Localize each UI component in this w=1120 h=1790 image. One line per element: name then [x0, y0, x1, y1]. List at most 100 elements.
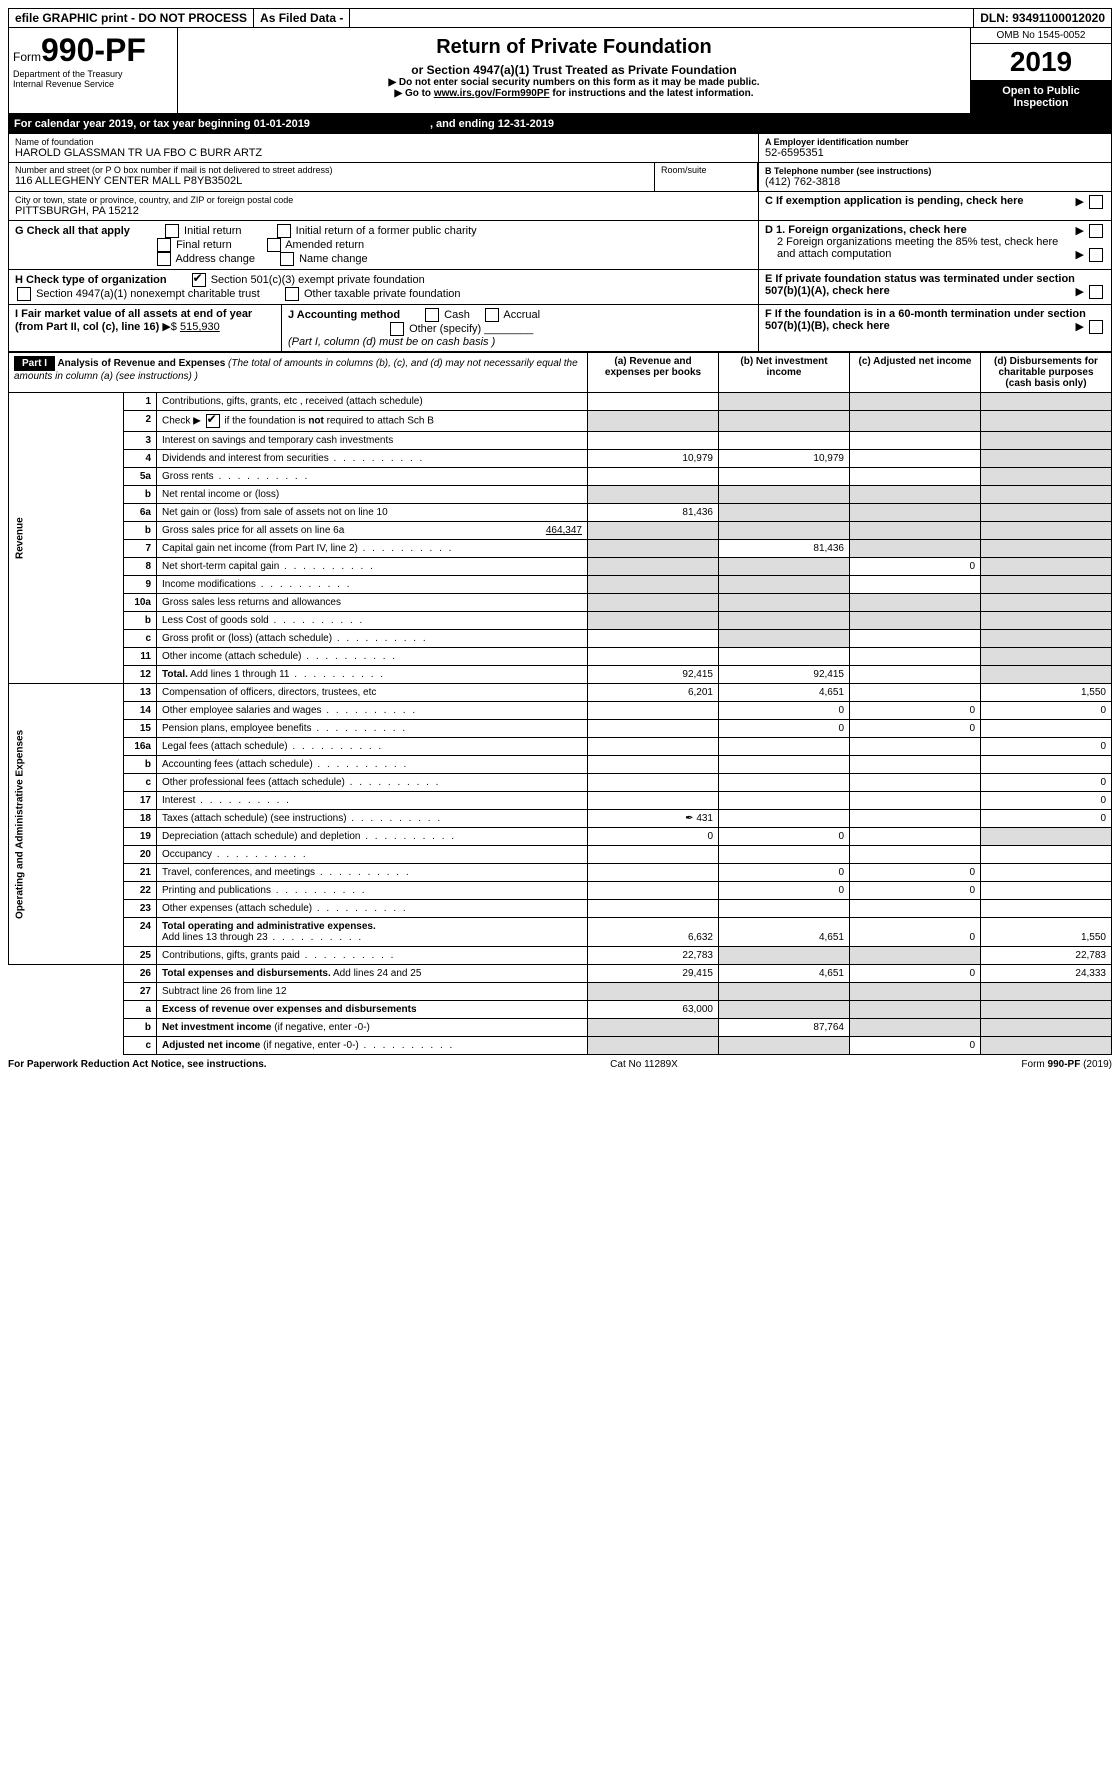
c-block: C If exemption application is pending, c… [759, 192, 1111, 220]
r10b-c [850, 612, 981, 630]
r27-desc: Subtract line 26 from line 12 [157, 983, 588, 1001]
r27b-d [981, 1019, 1112, 1037]
g-final-cb[interactable] [157, 238, 171, 252]
r17-a [588, 792, 719, 810]
r8-num: 8 [124, 558, 157, 576]
r27c-a [588, 1037, 719, 1055]
r5b-b [719, 486, 850, 504]
r15-c: 0 [850, 720, 981, 738]
r14-b: 0 [719, 702, 850, 720]
r25-c [850, 947, 981, 965]
r4-desc: Dividends and interest from securities [157, 450, 588, 468]
g-initial-cb[interactable] [165, 224, 179, 238]
r7-desc: Capital gain net income (from Part IV, l… [157, 540, 588, 558]
row-10b: b Less Cost of goods sold [9, 612, 1112, 630]
e-block: E If private foundation status was termi… [759, 270, 1111, 304]
r1-b [719, 393, 850, 411]
h-opt1-cb[interactable] [192, 273, 206, 287]
r6a-d [981, 504, 1112, 522]
d1-cb[interactable] [1089, 224, 1103, 238]
j-cash-cb[interactable] [425, 308, 439, 322]
tel-value: (412) 762-3818 [765, 176, 1105, 188]
h-opt3-cb[interactable] [285, 287, 299, 301]
r2-cb[interactable] [206, 414, 220, 428]
form-title: Return of Private Foundation [186, 36, 962, 59]
r27a-b [719, 1001, 850, 1019]
attach-icon[interactable]: ✒ [685, 813, 693, 824]
form-number: 990-PF [41, 32, 146, 68]
j-other-cb[interactable] [390, 322, 404, 336]
r16b-desc: Accounting fees (attach schedule) [157, 756, 588, 774]
r21-desc: Travel, conferences, and meetings [157, 864, 588, 882]
r10c-desc: Gross profit or (loss) (attach schedule) [157, 630, 588, 648]
r25-d: 22,783 [981, 947, 1112, 965]
r4-d [981, 450, 1112, 468]
e-cb[interactable] [1089, 285, 1103, 299]
row-20: 20 Occupancy [9, 846, 1112, 864]
r22-desc: Printing and publications [157, 882, 588, 900]
r10c-d [981, 630, 1112, 648]
r20-b [719, 846, 850, 864]
dept1: Department of the Treasury [13, 69, 173, 79]
r16c-c [850, 774, 981, 792]
r6b-desc: Gross sales price for all assets on line… [157, 522, 588, 540]
r2-d [981, 411, 1112, 432]
r25-desc: Contributions, gifts, grants paid [157, 947, 588, 965]
r7-num: 7 [124, 540, 157, 558]
r16a-num: 16a [124, 738, 157, 756]
r1-d [981, 393, 1112, 411]
r26-a: 29,415 [588, 965, 719, 983]
r17-desc: Interest [157, 792, 588, 810]
r18-a-val: 431 [696, 813, 713, 824]
irs-link[interactable]: www.irs.gov/Form990PF [434, 88, 550, 99]
g-amended-cb[interactable] [267, 238, 281, 252]
addr-label: Number and street (or P O box number if … [15, 165, 648, 175]
f-label: F If the foundation is in a 60-month ter… [765, 308, 1086, 332]
footer-left: For Paperwork Reduction Act Notice, see … [8, 1059, 267, 1070]
r22-a [588, 882, 719, 900]
r10a-d [981, 594, 1112, 612]
g-initial-former-cb[interactable] [277, 224, 291, 238]
r21-b: 0 [719, 864, 850, 882]
c-checkbox[interactable] [1089, 195, 1103, 209]
r21-d [981, 864, 1112, 882]
r26-b: 4,651 [719, 965, 850, 983]
r13-c [850, 684, 981, 702]
part1-table: Part I Analysis of Revenue and Expenses … [8, 352, 1112, 1055]
r21-a [588, 864, 719, 882]
form-prefix: Form [13, 50, 41, 64]
r27c-c: 0 [850, 1037, 981, 1055]
row-18: 18 Taxes (attach schedule) (see instruct… [9, 810, 1112, 828]
g-name-cb[interactable] [280, 252, 294, 266]
room-block: Room/suite [654, 163, 758, 191]
r14-desc: Other employee salaries and wages [157, 702, 588, 720]
g-addr: Address change [175, 253, 255, 265]
d2-cb[interactable] [1089, 248, 1103, 262]
r2-c [850, 411, 981, 432]
r10c-b [719, 630, 850, 648]
r5a-a [588, 468, 719, 486]
f-cb[interactable] [1089, 320, 1103, 334]
tel-label: B Telephone number (see instructions) [765, 166, 1105, 176]
r23-desc: Other expenses (attach schedule) [157, 900, 588, 918]
r16b-d [981, 756, 1112, 774]
r24-a: 6,632 [588, 918, 719, 947]
h-opt2-cb[interactable] [17, 287, 31, 301]
r16b-b [719, 756, 850, 774]
r25-a: 22,783 [588, 947, 719, 965]
r11-b [719, 648, 850, 666]
r2b: if the foundation is [222, 416, 309, 427]
city-value: PITTSBURGH, PA 15212 [15, 205, 752, 217]
row-27: 27 Subtract line 26 from line 12 [9, 983, 1112, 1001]
row-15: 15 Pension plans, employee benefits 0 0 [9, 720, 1112, 738]
g-addr-cb[interactable] [157, 252, 171, 266]
i-prefix: ▶$ [162, 321, 180, 333]
j-accrual-cb[interactable] [485, 308, 499, 322]
part1-label: Part I [14, 356, 55, 371]
r9-num: 9 [124, 576, 157, 594]
calendar-row: For calendar year 2019, or tax year begi… [8, 114, 1112, 134]
r2-a [588, 411, 719, 432]
r27c-b [719, 1037, 850, 1055]
r20-a [588, 846, 719, 864]
tel-block: B Telephone number (see instructions) (4… [759, 163, 1111, 191]
